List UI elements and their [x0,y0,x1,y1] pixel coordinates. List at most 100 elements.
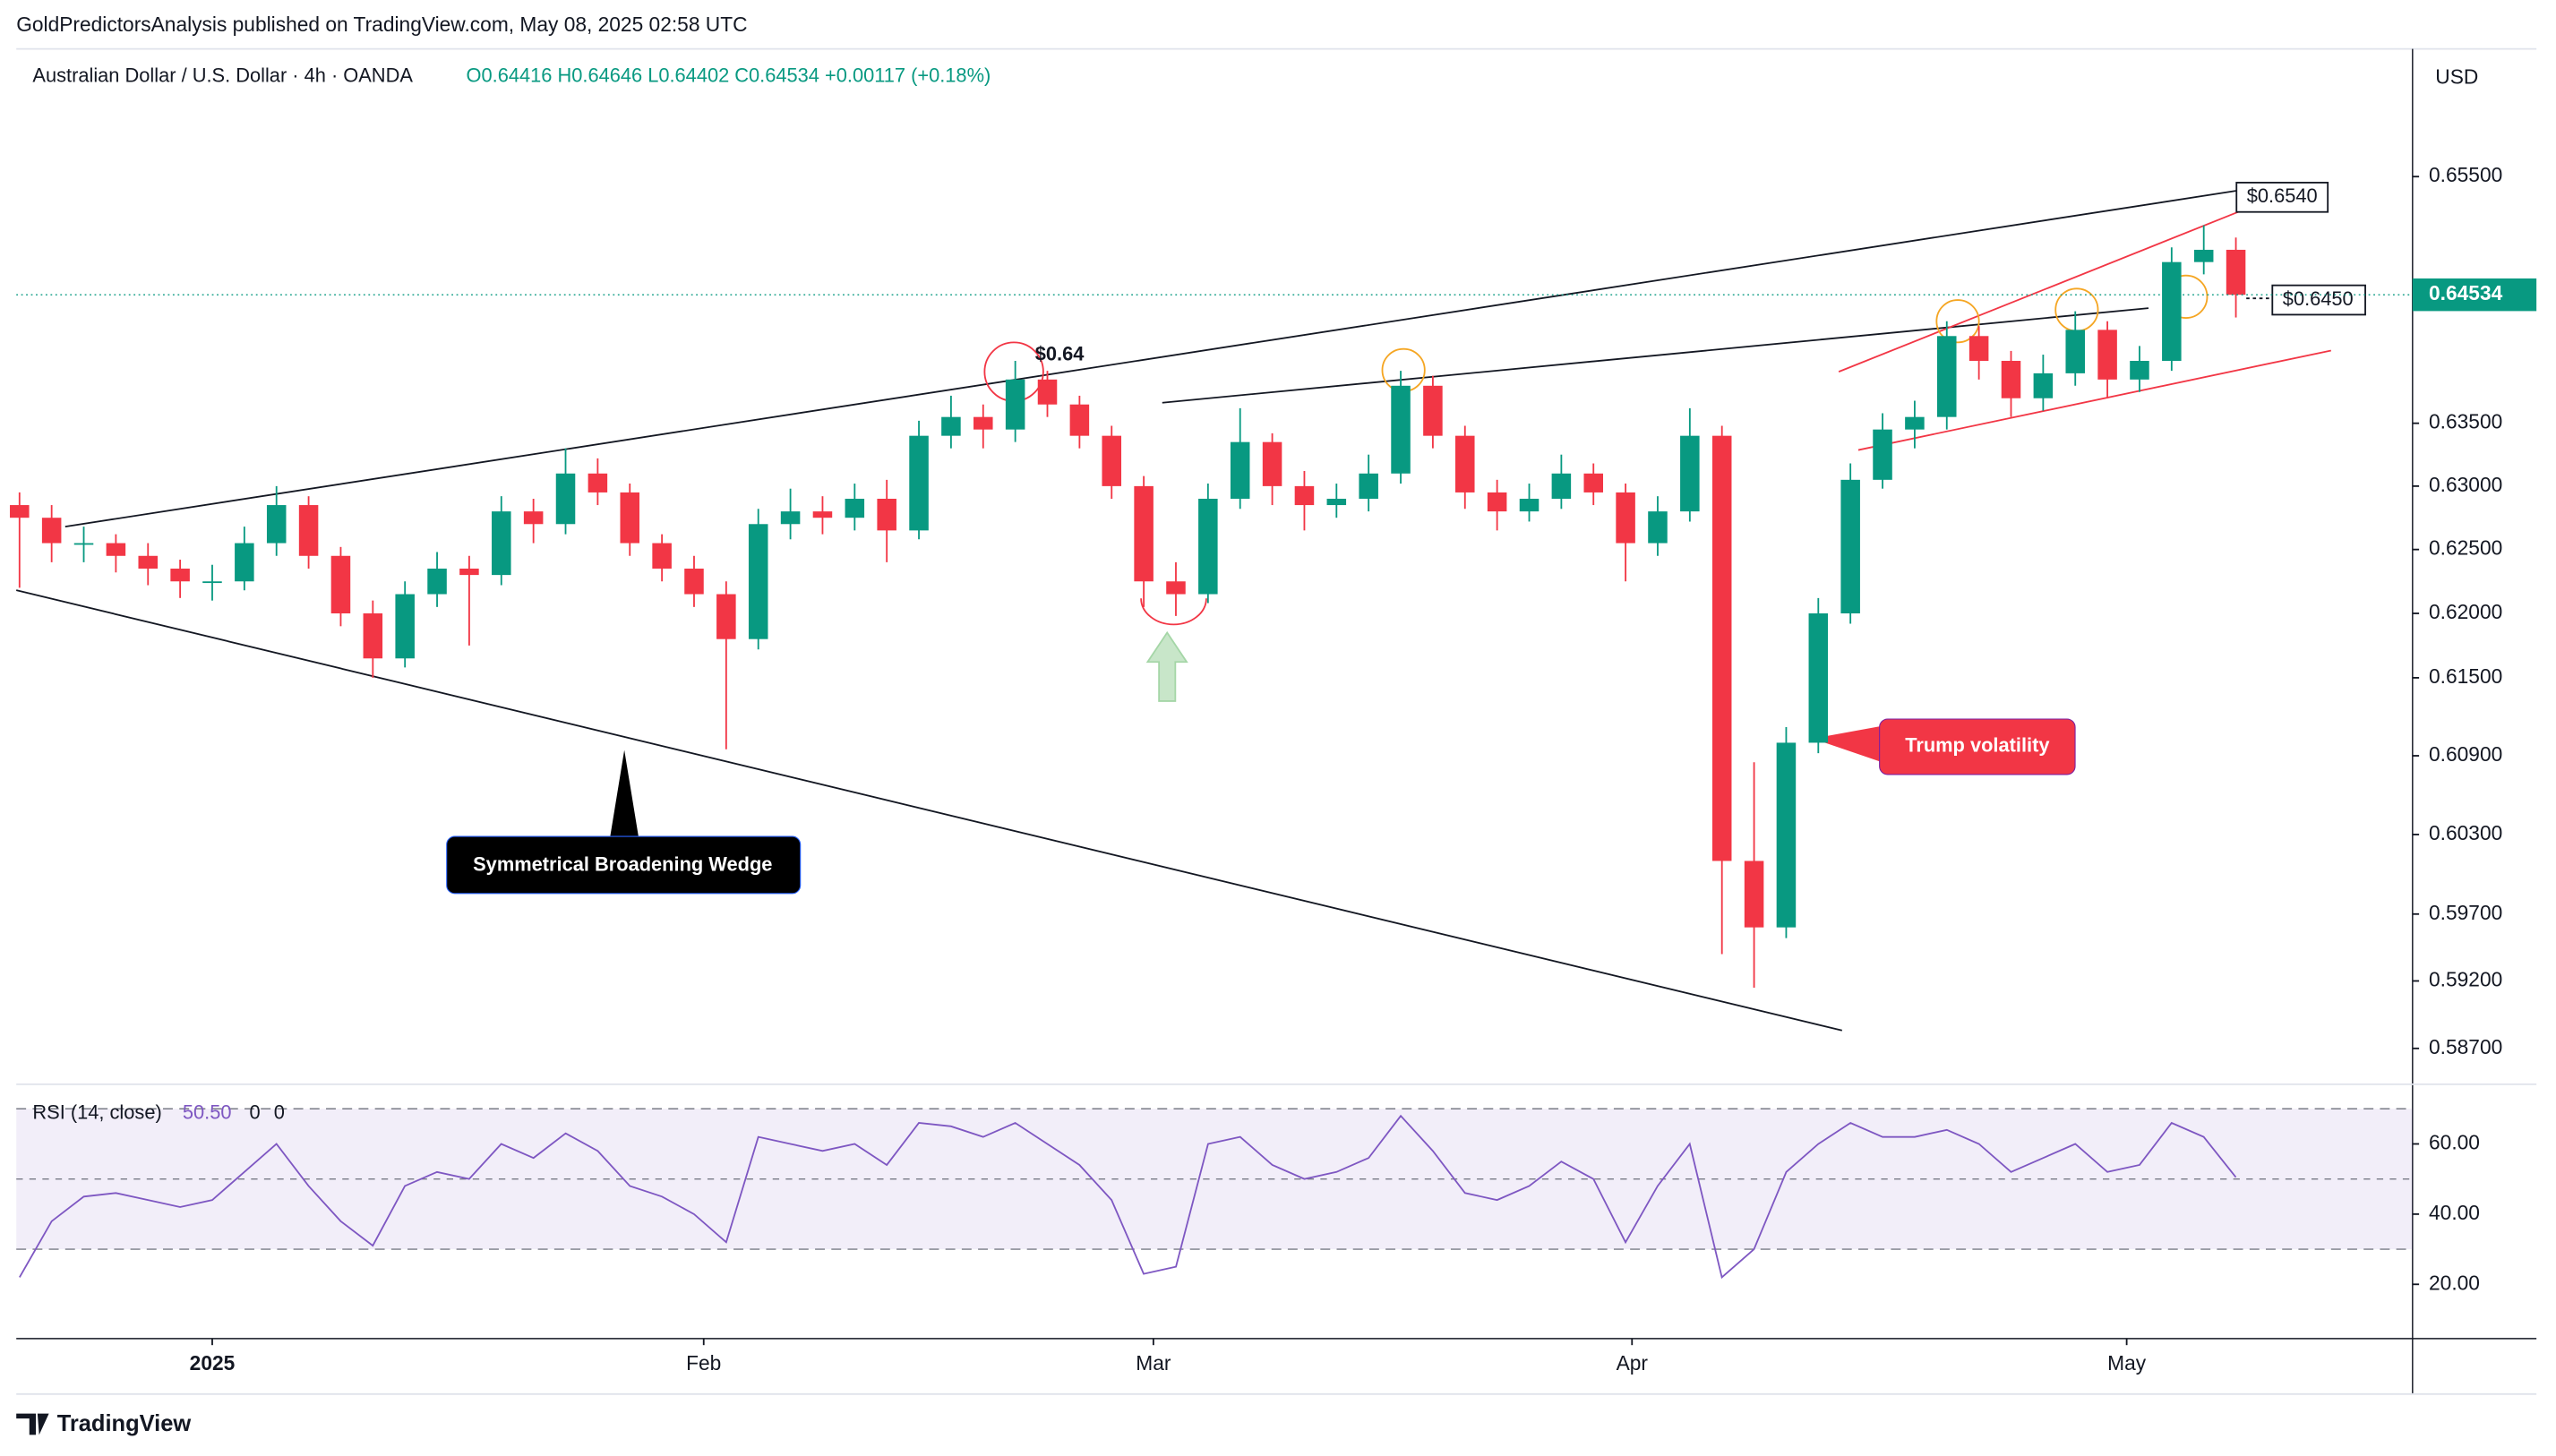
candle-body [266,505,287,544]
callout-box [446,835,802,895]
candle-body [555,473,576,525]
candle-body [363,613,383,659]
candle-body [235,543,254,582]
candle-body [845,498,865,518]
y-tick-label: 0.62000 [2429,600,2502,623]
candle-body [1326,498,1347,506]
y-tick-label: 0.59700 [2429,901,2502,924]
price-tag: $0.6450 [2283,287,2354,310]
y-tick-label: 20.00 [2429,1271,2480,1294]
candle-body [1680,435,1700,512]
candle-body [1230,441,1250,499]
candle-body [2001,360,2021,398]
candle-body [1968,336,1989,361]
bottom-arc [1140,598,1207,626]
candle-body [202,581,222,584]
wedge-lower [15,589,1842,1032]
candle-body [2226,249,2246,295]
orange-circle [1935,299,1980,344]
candle-body [1423,385,1443,436]
callouts: Symmetrical Broadening Wedge Trump volat… [446,182,2366,895]
candle-body [652,543,672,569]
candle-body [492,511,511,576]
candle-body [1037,379,1058,405]
candle-body [1069,404,1090,436]
candle-body [1583,473,1603,492]
y-tick-label: 0.61500 [2429,664,2502,688]
candle-body [620,492,640,544]
candle-body [877,498,896,531]
candle-body [1198,498,1218,595]
x-tick-label: Apr [1617,1351,1649,1375]
y-tick-label: 0.63500 [2429,410,2502,433]
candle-body [2033,373,2054,398]
candle-body [138,555,159,569]
candle-body [1840,479,1860,614]
rsi-title: RSI (14, close) [32,1101,161,1123]
currency: USD [2435,64,2478,88]
candle-body [1166,581,1186,595]
candle-body [1937,336,1957,417]
candle-body [588,473,608,492]
candle-body [1391,385,1411,474]
candle-body [748,524,768,639]
candle-body [1294,485,1315,506]
x-tick-label: Mar [1136,1351,1171,1375]
price-tag-box [2235,182,2329,213]
candle-body [2193,249,2214,262]
candle-body [73,543,94,545]
candle-body [459,568,479,576]
candle-body [1808,613,1829,743]
candle-body [1359,473,1378,499]
candle-body [1134,485,1154,582]
candle-body [1711,435,1732,861]
rsi-extra: 0 [249,1101,260,1123]
candle-body [812,511,833,518]
candle-body [330,555,351,614]
candle-body [2065,330,2085,373]
price-tag-box [2271,284,2366,316]
y-tick-label: 0.65500 [2429,163,2502,186]
y-tick-label: 0.59200 [2429,967,2502,990]
wedge-upper [64,190,2237,528]
y-tick-label: 40.00 [2429,1201,2480,1224]
y-tick-label: 0.58700 [2429,1035,2502,1058]
candle-body [427,568,447,595]
candle-body [106,543,126,556]
candle-body [2162,261,2182,361]
candle-body [1455,435,1475,492]
callout-box [1879,718,2076,775]
candle-body [1905,416,1925,430]
candle-body [1519,498,1540,512]
candle-body [2130,360,2149,380]
candle-body [1744,861,1764,928]
resistance-line [1162,307,2149,404]
callout-text: Symmetrical Broadening Wedge [473,853,772,876]
y-tick-label: 0.60300 [2429,821,2502,844]
candle-body [523,511,544,525]
price-note: $0.64 [1035,343,1085,365]
candle-body [1776,742,1797,928]
candle-body [1648,511,1668,544]
candle-body [298,505,319,556]
x-tick-label: Feb [686,1351,721,1375]
logo: TradingView [16,1411,191,1436]
candle-body [41,518,62,544]
candle-body [716,594,736,639]
rsi-band-group [16,1108,2413,1250]
candle-body [395,594,415,659]
last-price-box [2412,278,2537,312]
brand: TradingView [57,1411,192,1436]
symbol: Australian Dollar / U.S. Dollar · 4h · O… [32,64,413,86]
publisher: GoldPredictorsAnalysis published on Trad… [16,13,747,36]
candle-body [1262,441,1282,486]
candle-body [1616,492,1635,544]
rsi-value: 50.50 [183,1101,232,1123]
x-tick-label: 2025 [190,1351,236,1375]
y-tick-label: 0.60900 [2429,742,2502,766]
candle-body [1102,435,1122,486]
candle-body [1005,379,1025,430]
